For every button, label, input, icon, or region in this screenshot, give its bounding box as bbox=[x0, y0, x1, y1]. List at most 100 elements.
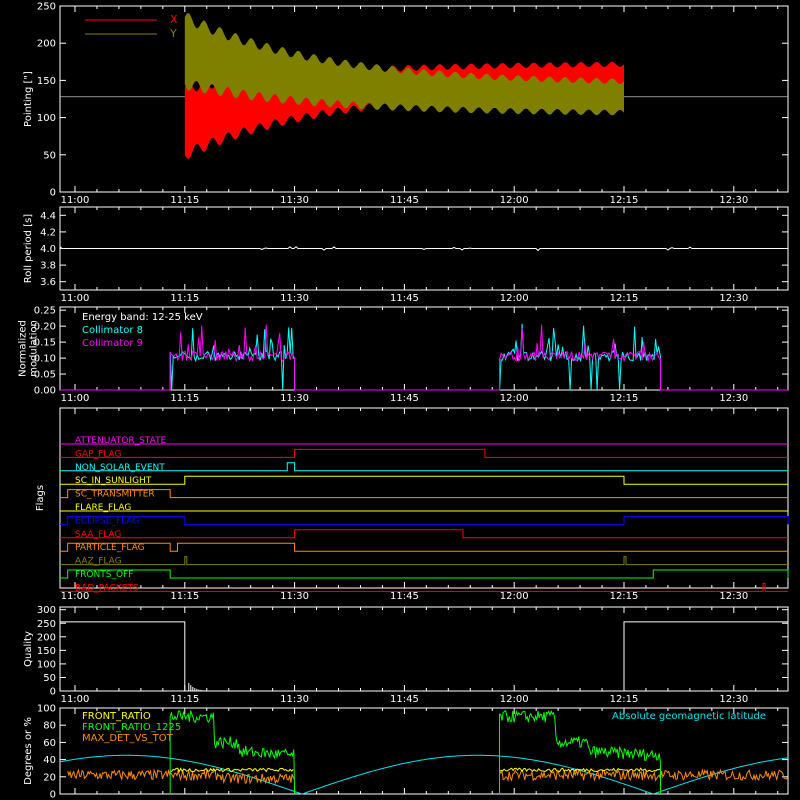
x-tick-label: 12:15 bbox=[610, 393, 639, 404]
x-tick-label: 12:15 bbox=[610, 591, 639, 602]
y-axis-label: modulation bbox=[29, 320, 40, 377]
flag-label: BAD_PACKETS bbox=[75, 583, 139, 593]
y-tick-label: 0 bbox=[50, 790, 56, 800]
y-axis-label: Pointing ["] bbox=[23, 71, 34, 127]
x-tick-label: 11:15 bbox=[170, 293, 199, 304]
y-axis-label: Roll period [s] bbox=[23, 214, 34, 283]
modulation-ylabel: Normalized modulation bbox=[18, 320, 40, 377]
x-tick-label: 11:15 bbox=[170, 393, 199, 404]
y-tick-label: 150 bbox=[37, 76, 56, 87]
series-front-ratio bbox=[170, 767, 294, 773]
x-tick-label: 12:15 bbox=[610, 694, 639, 705]
flag-label: GAP_FLAG bbox=[75, 449, 121, 459]
x-tick-label: 11:30 bbox=[280, 195, 309, 206]
y-tick-label: 250 bbox=[37, 619, 56, 630]
panel-modulation: 0.00 0.05 0.10 0.15 0.20 0.25 Normalized modula… bbox=[18, 306, 789, 404]
flag-label: NON_SOLAR_EVENT bbox=[75, 463, 165, 473]
flag-line-particle_flag bbox=[60, 542, 788, 552]
y-tick-label: 150 bbox=[37, 646, 56, 657]
flag-line-eclipse_flag bbox=[60, 515, 789, 525]
y-tick-label: 0.05 bbox=[34, 370, 56, 381]
series-front-ratio-1225 bbox=[169, 710, 296, 795]
flag-line-non_solar_event bbox=[60, 462, 788, 472]
y-tick-label: 300 bbox=[37, 605, 56, 616]
y-tick-label: 0.25 bbox=[34, 306, 56, 317]
y-tick-label: 3.6 bbox=[40, 277, 56, 288]
flag-line-gap_flag bbox=[60, 448, 788, 458]
flag-label: SAA_FLAG bbox=[75, 530, 121, 540]
legend-collimator-9: Collimator 9 bbox=[82, 338, 143, 349]
y-tick-label: 4.0 bbox=[40, 244, 56, 255]
y-axis-label: Degrees or % bbox=[23, 717, 34, 785]
panel-quality: 0 50 100 150 200 250 300 Quality 11:00 11:15 11:30… bbox=[23, 605, 789, 705]
y-tick-label: 250 bbox=[37, 2, 56, 13]
x-tick-label: 11:45 bbox=[390, 293, 419, 304]
x-tick-label: 11:00 bbox=[61, 393, 90, 404]
x-tick-label: 11:00 bbox=[61, 195, 90, 206]
x-tick-label: 11:15 bbox=[170, 195, 199, 206]
y-tick-label: 40 bbox=[43, 755, 56, 766]
x-tick-label: 11:45 bbox=[390, 591, 419, 602]
y-tick-label: 4.2 bbox=[40, 227, 56, 238]
series-geomagnetic-latitude bbox=[59, 754, 789, 795]
flag-line-fronts_off bbox=[60, 569, 789, 579]
y-tick-label: 100 bbox=[37, 659, 56, 670]
flag-line-sc_transmitter bbox=[60, 489, 788, 499]
x-tick-label: 11:30 bbox=[280, 591, 309, 602]
x-tick-label: 11:15 bbox=[170, 591, 199, 602]
x-tick-label: 11:00 bbox=[61, 591, 90, 602]
y-tick-label: 80 bbox=[43, 721, 56, 732]
legend-max-det-vs-tot: MAX_DET_VS_TOT bbox=[82, 733, 174, 744]
x-tick-label: 12:00 bbox=[500, 694, 529, 705]
flag-label: SC_TRANSMITTER bbox=[75, 490, 155, 500]
y-tick-label: 3.8 bbox=[40, 261, 56, 272]
x-tick-label: 11:00 bbox=[61, 293, 90, 304]
flag-label: FLARE_FLAG bbox=[75, 503, 131, 513]
x-tick-label: 12:30 bbox=[719, 393, 748, 404]
y-tick-label: 0.20 bbox=[34, 322, 56, 333]
flag-label: SC_IN_SUNLIGHT bbox=[75, 476, 152, 486]
x-tick-label: 11:30 bbox=[280, 293, 309, 304]
y-tick-label: 100 bbox=[37, 704, 56, 715]
y-tick-label: 0 bbox=[50, 687, 56, 698]
x-tick-label: 12:15 bbox=[610, 293, 639, 304]
series-y-band bbox=[184, 12, 625, 116]
x-tick-label: 12:00 bbox=[500, 591, 529, 602]
pointing-frame bbox=[59, 5, 789, 193]
series-max-det-vs-tot bbox=[67, 768, 295, 785]
ratios-frame bbox=[59, 707, 789, 795]
y-tick-label: 0.15 bbox=[34, 338, 56, 349]
series-front-ratio-1225 bbox=[499, 709, 662, 795]
series-front-ratio bbox=[499, 767, 661, 773]
x-tick-label: 12:00 bbox=[500, 393, 529, 404]
y-tick-label: 20 bbox=[43, 772, 56, 783]
y-axis-label: Quality bbox=[23, 631, 34, 667]
x-tick-label: 11:45 bbox=[390, 195, 419, 206]
x-tick-label: 12:15 bbox=[610, 195, 639, 206]
legend-x-label: X bbox=[170, 13, 178, 26]
flag-line-aaz_flag bbox=[60, 556, 788, 566]
flag-label: AAZ_FLAG bbox=[75, 557, 122, 567]
legend-geomagnetic-latitude: Absolute geomagnetic latitude bbox=[612, 711, 766, 722]
ratios-ylabel: Degrees or % bbox=[23, 717, 34, 785]
y-tick-label: 50 bbox=[43, 673, 56, 684]
energy-band-label: Energy band: 12-25 keV bbox=[82, 312, 203, 323]
x-tick-label: 12:30 bbox=[719, 195, 748, 206]
panel-roll: 3.6 3.8 4.0 4.2 4.4 Roll period [s] 11:00 11:15… bbox=[23, 206, 789, 304]
quality-spikes bbox=[188, 682, 208, 691]
x-tick-label: 12:30 bbox=[719, 293, 748, 304]
quality-line bbox=[60, 621, 788, 692]
legend-front-ratio-1225: FRONT_RATIO_1225 bbox=[82, 722, 181, 733]
y-tick-label: 60 bbox=[43, 738, 56, 749]
roll-period-line bbox=[59, 246, 788, 252]
y-tick-label: 200 bbox=[37, 632, 56, 643]
flag-label: ATTENUATOR_STATE bbox=[75, 436, 167, 446]
flag-line-sc_in_sunlight bbox=[60, 475, 788, 485]
y-axis-label: Flags bbox=[35, 485, 46, 511]
y-tick-label: 100 bbox=[37, 113, 56, 124]
y-tick-label: 200 bbox=[37, 39, 56, 50]
flag-label: FRONTS_OFF bbox=[75, 570, 133, 580]
x-tick-label: 11:45 bbox=[390, 694, 419, 705]
x-tick-label: 12:00 bbox=[500, 293, 529, 304]
